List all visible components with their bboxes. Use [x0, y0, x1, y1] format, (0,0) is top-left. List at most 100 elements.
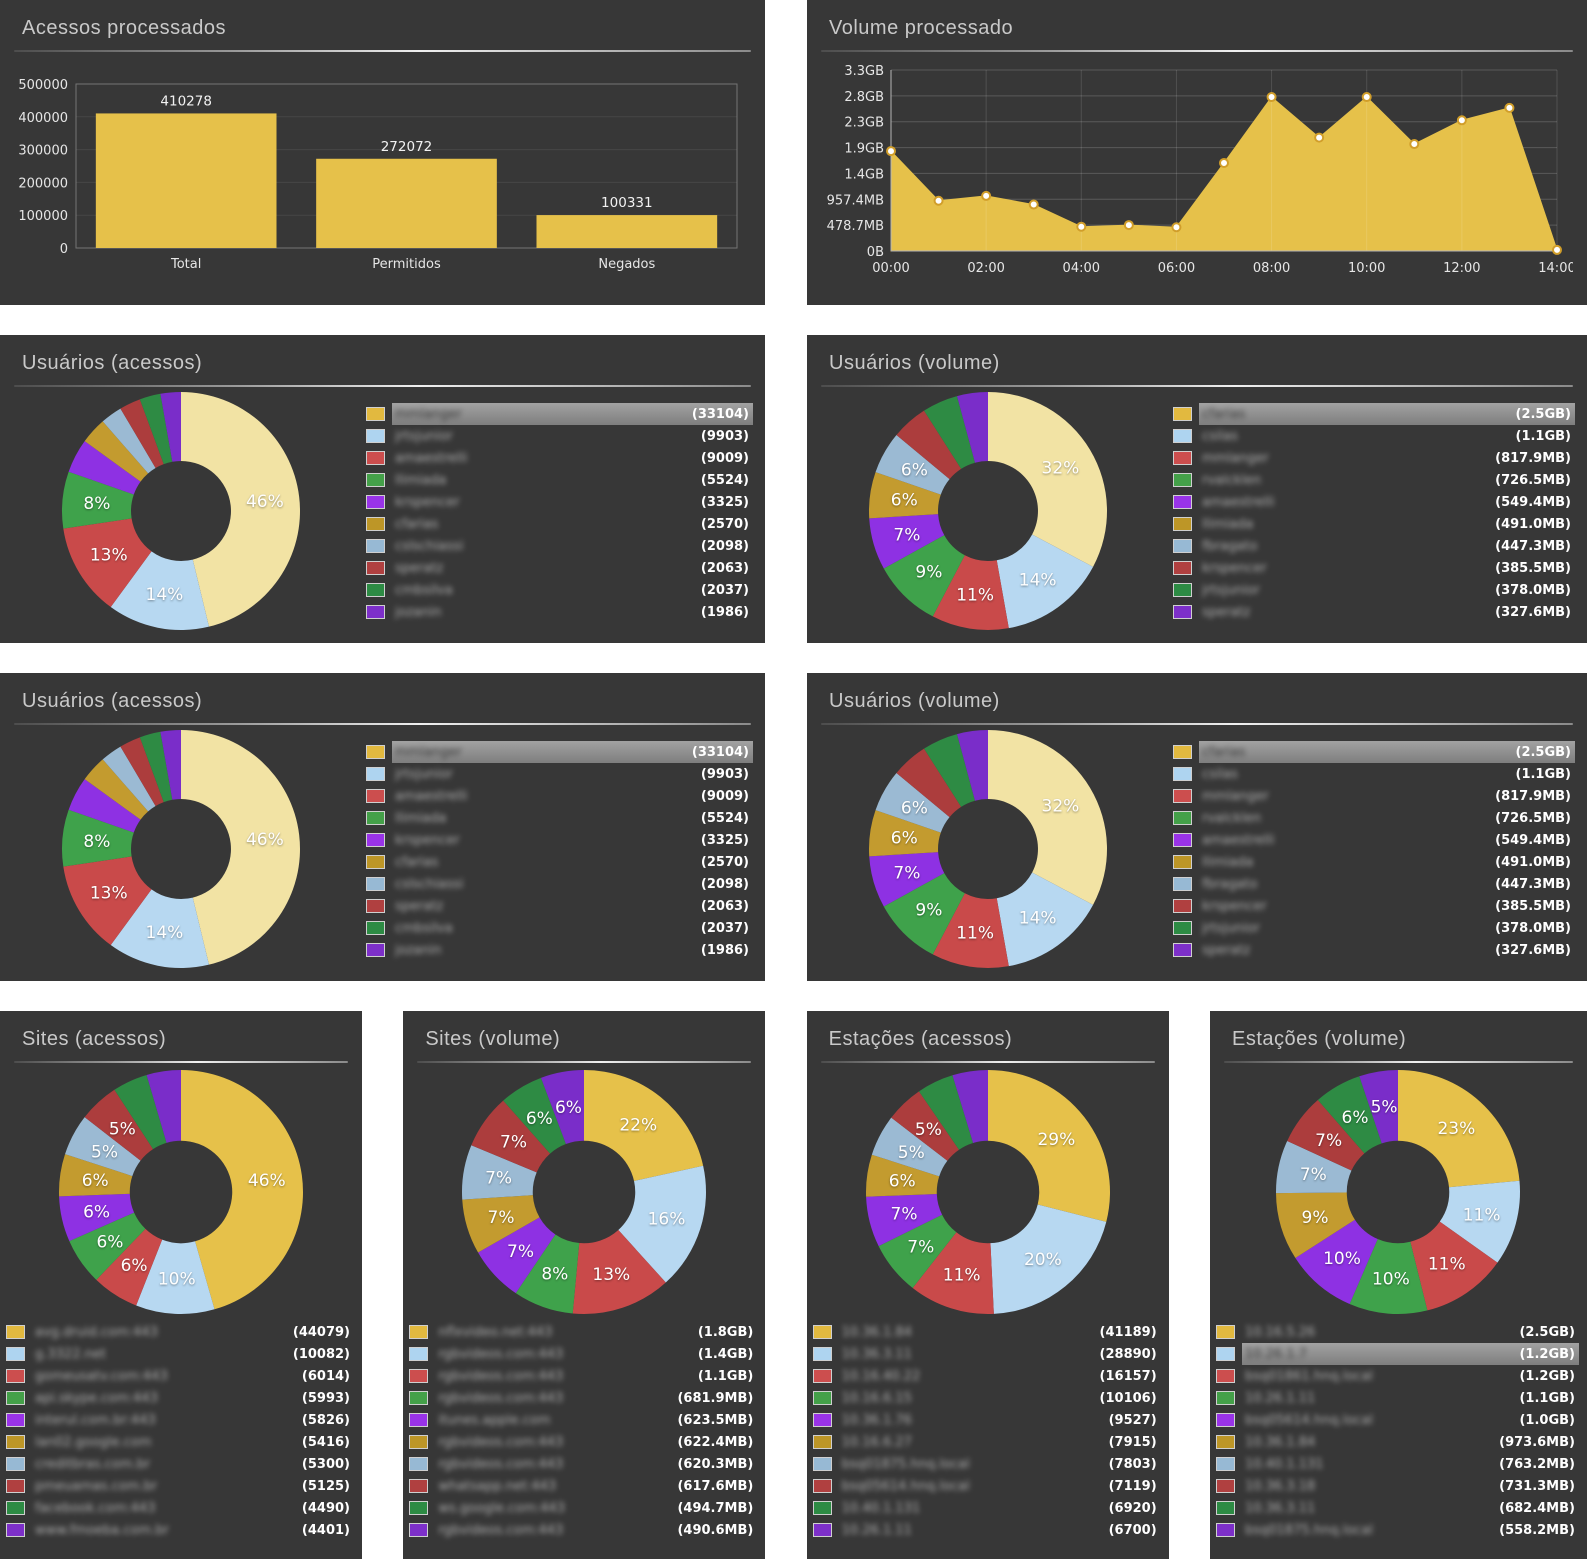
donut-slice[interactable] — [573, 1230, 667, 1314]
donut-slice[interactable] — [102, 408, 156, 474]
legend-row[interactable]: krspencer (3325) — [366, 491, 753, 513]
legend-row[interactable]: mmlanger (817.9MB) — [1173, 785, 1575, 807]
donut-slice[interactable] — [618, 1165, 707, 1283]
donut-slice[interactable] — [68, 779, 141, 833]
donut-slice[interactable] — [924, 734, 975, 807]
legend-row[interactable]: gomeusatv.com:443 (6014) — [6, 1365, 354, 1387]
legend-row[interactable]: g.3322.net (10082) — [6, 1343, 354, 1365]
donut-slice[interactable] — [584, 1070, 704, 1181]
donut-slice[interactable] — [869, 810, 941, 857]
data-point-12:00[interactable] — [1504, 102, 1515, 113]
legend-row[interactable]: cfarias (2.5GB) — [1173, 741, 1575, 763]
donut-slice[interactable] — [952, 1070, 988, 1143]
data-point-08:00[interactable] — [1314, 132, 1325, 143]
legend-row[interactable]: lan02.google.com (5416) — [6, 1431, 354, 1453]
donut-slice[interactable] — [110, 551, 209, 630]
legend-row[interactable]: bsq01875.hnq.local (7803) — [812, 1453, 1161, 1475]
legend-row[interactable]: 10.36.1.84 (973.6MB) — [1215, 1431, 1579, 1453]
legend-row[interactable]: jrtsjunior (378.0MB) — [1173, 917, 1575, 939]
data-point-04:00[interactable] — [1123, 220, 1134, 231]
legend-row[interactable]: avg.druid.com:443 (44079) — [6, 1321, 354, 1343]
data-point-00:00[interactable] — [886, 146, 896, 157]
legend-row[interactable]: cmbsilva (2037) — [366, 917, 753, 939]
legend-row[interactable]: 10.36.3.11 (682.4MB) — [1215, 1497, 1579, 1519]
legend-row[interactable]: jrtsjunior (9903) — [366, 763, 753, 785]
legend-row[interactable]: bsq01861.hnq.local (1.2GB) — [1215, 1365, 1579, 1387]
bar-total[interactable] — [95, 113, 277, 248]
donut-slice[interactable] — [871, 1117, 948, 1177]
legend-row[interactable]: 10.16.5.26 (2.5GB) — [1215, 1321, 1579, 1343]
donut-slice[interactable] — [84, 1089, 154, 1161]
donut-slice[interactable] — [1359, 1070, 1399, 1144]
donut-slice[interactable] — [114, 1074, 167, 1150]
legend-row[interactable]: csilas (1.1GB) — [1173, 425, 1575, 447]
donut-slice[interactable] — [865, 1193, 942, 1247]
data-point-14:00[interactable] — [1552, 244, 1562, 255]
donut-slice[interactable] — [956, 392, 988, 463]
legend-row[interactable]: itunes.apple.com (623.5MB) — [409, 1409, 757, 1431]
donut-slice[interactable] — [478, 1217, 556, 1294]
legend-row[interactable]: fbragato (447.3MB) — [1173, 873, 1575, 895]
donut-slice[interactable] — [869, 852, 945, 907]
legend-row[interactable]: 10.16.6.15 (10106) — [812, 1387, 1161, 1409]
legend-row[interactable]: bsq01875.hnq.local (558.2MB) — [1215, 1519, 1579, 1541]
legend-row[interactable]: ws.google.com:443 (494.7MB) — [409, 1497, 757, 1519]
donut-slice[interactable] — [516, 1234, 580, 1314]
donut-slice[interactable] — [1295, 1219, 1379, 1305]
donut-slice[interactable] — [924, 396, 975, 469]
legend-row[interactable]: amaestrelli (9009) — [366, 447, 753, 469]
legend-row[interactable]: nflxvideo.net:443 (1.8GB) — [409, 1321, 757, 1343]
donut-slice[interactable] — [883, 535, 965, 617]
donut-slice[interactable] — [878, 1214, 957, 1288]
legend-row[interactable]: llimiada (5524) — [366, 807, 753, 829]
legend-row[interactable]: speratz (2063) — [366, 557, 753, 579]
donut-slice[interactable] — [62, 809, 134, 867]
donut-slice[interactable] — [62, 471, 134, 529]
bar-permitidos[interactable] — [316, 158, 497, 248]
donut-slice[interactable] — [1398, 1070, 1520, 1188]
legend-row[interactable]: mmlanger (817.9MB) — [1173, 447, 1575, 469]
donut-slice[interactable] — [896, 748, 962, 818]
legend-row[interactable]: rgbvideos.com:443 (1.4GB) — [409, 1343, 757, 1365]
legend-row[interactable]: 10.40.1.131 (763.2MB) — [1215, 1453, 1579, 1475]
donut-slice[interactable] — [160, 730, 181, 800]
legend-row[interactable]: llimiada (5524) — [366, 469, 753, 491]
donut-slice[interactable] — [875, 434, 950, 495]
legend-row[interactable]: mmlanger (33104) — [366, 741, 753, 763]
donut-slice[interactable] — [1318, 1076, 1383, 1154]
legend-row[interactable]: 10.36.3.11 (28890) — [812, 1343, 1161, 1365]
donut-slice[interactable] — [875, 772, 950, 833]
legend-row[interactable]: jrtsjunior (9903) — [366, 425, 753, 447]
donut-slice[interactable] — [1287, 1100, 1365, 1171]
legend-row[interactable]: mmlanger (33104) — [366, 403, 753, 425]
legend-row[interactable]: llimiada (491.0MB) — [1173, 851, 1575, 873]
data-point-06:00[interactable] — [1171, 222, 1182, 233]
donut-slice[interactable] — [541, 1070, 585, 1145]
donut-slice[interactable] — [136, 1239, 215, 1314]
donut-slice[interactable] — [883, 873, 965, 955]
legend-row[interactable]: jozanin (1986) — [366, 939, 753, 961]
donut-slice[interactable] — [59, 1193, 135, 1242]
donut-slice[interactable] — [996, 872, 1094, 967]
donut-slice[interactable] — [988, 392, 1107, 567]
legend-row[interactable]: krspencer (3325) — [366, 829, 753, 851]
legend-row[interactable]: krspencer (385.5MB) — [1173, 557, 1575, 579]
legend-row[interactable]: facebook.com:443 (4490) — [6, 1497, 354, 1519]
donut-slice[interactable] — [181, 1070, 303, 1310]
legend-row[interactable]: 10.16.6.27 (7915) — [812, 1431, 1161, 1453]
legend-row[interactable]: 10.16.40.22 (16157) — [812, 1365, 1161, 1387]
legend-row[interactable]: krspencer (385.5MB) — [1173, 895, 1575, 917]
donut-slice[interactable] — [96, 1228, 163, 1306]
legend-row[interactable]: speratz (327.6MB) — [1173, 939, 1575, 961]
donut-slice[interactable] — [865, 1154, 939, 1197]
donut-slice[interactable] — [1350, 1239, 1428, 1314]
legend-row[interactable]: speratz (327.6MB) — [1173, 601, 1575, 623]
legend-row[interactable]: creditbras.com.br (5300) — [6, 1453, 354, 1475]
legend-row[interactable]: jozanin (1986) — [366, 601, 753, 623]
legend-row[interactable]: amaestrelli (549.4MB) — [1173, 829, 1575, 851]
legend-row[interactable]: cmbsilva (2037) — [366, 579, 753, 601]
legend-row[interactable]: rgbvideos.com:443 (490.6MB) — [409, 1519, 757, 1541]
data-point-02:00[interactable] — [1028, 199, 1039, 210]
legend-row[interactable]: csilas (1.1GB) — [1173, 763, 1575, 785]
donut-slice[interactable] — [139, 731, 173, 803]
